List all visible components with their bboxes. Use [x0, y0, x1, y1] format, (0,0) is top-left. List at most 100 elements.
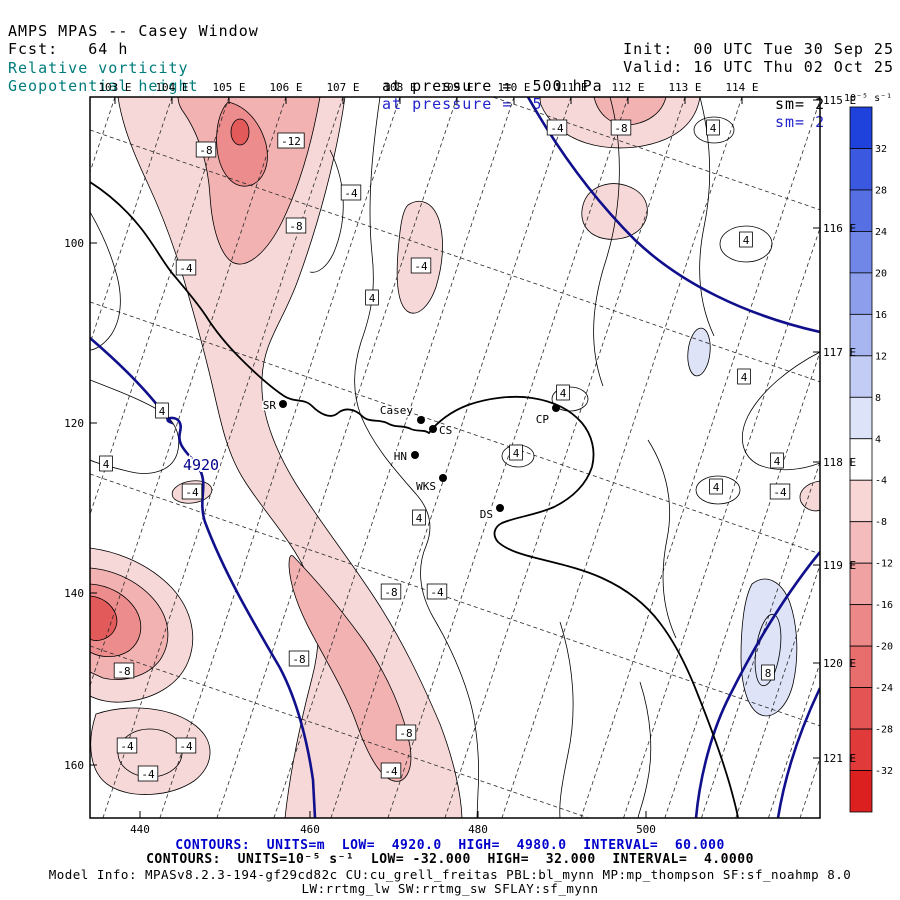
contour-label: -8 [292, 653, 305, 666]
colorbar-tick-label: -28 [875, 725, 893, 736]
height-contours [90, 97, 820, 818]
meridian-line [387, 97, 629, 818]
contour-label-box [610, 119, 632, 136]
contour-label-box [709, 478, 723, 495]
field-1-level: at pressure = 500 hPa [382, 77, 603, 95]
colorbar-tick-label: -4 [875, 476, 887, 487]
station-label: HN [394, 450, 407, 463]
contour-label: 4 [513, 447, 520, 460]
meridian-line [273, 97, 515, 818]
colorbar-cell [849, 272, 873, 315]
meridian-line [664, 350, 820, 818]
top-tick-label: 103 E [98, 81, 131, 94]
station-dot [552, 404, 560, 412]
colorbar-tick-label: 28 [875, 185, 887, 196]
station-label: Casey [380, 404, 413, 417]
contour-label: 4 [741, 371, 748, 384]
vorticity-fill-neg4-rightedge-sliver [799, 480, 820, 512]
contour-label: -4 [141, 768, 155, 781]
meridian-line [444, 97, 686, 818]
contour-label: -4 [773, 486, 787, 499]
contour-label-box [285, 217, 307, 234]
contour-label: 4 [416, 512, 423, 525]
right-axis: 115 E 116 E 117 E 118 E 119 E 120 E 121 E [813, 94, 856, 765]
colorbar-tick-label: -16 [875, 600, 893, 611]
contour-label: -4 [120, 740, 134, 753]
colorbar-tick-label: -20 [875, 642, 893, 653]
contour-label: -4 [414, 260, 428, 273]
init-time: Init: 00 UTC Tue 30 Sep 25 [623, 40, 894, 58]
contour-label-box [365, 289, 379, 306]
top-tick-label: 112 E [611, 81, 644, 94]
contour-label-box [155, 402, 169, 419]
colorbar-tick-label: -24 [875, 683, 893, 694]
vorticity-fill-neg24-leftedge [90, 595, 118, 641]
station-label: CP [536, 413, 550, 426]
contour-label: -8 [384, 586, 397, 599]
left-tick-label: 140 [64, 587, 84, 600]
station-dot [439, 474, 447, 482]
contour-labels: -4 -8 4 -8 -12 -4 -8 -4 -4 4 4 4 4 -4 4 4 4 4 4 -4 4 -8 -4 -8 -8… [99, 119, 791, 782]
contour-label-box [739, 231, 753, 248]
plot-frame [89, 96, 821, 819]
meridian-line [623, 226, 820, 818]
height-contour-line [526, 97, 820, 334]
parallel-line [90, 301, 820, 555]
field-2-name: Geopotential height [8, 77, 199, 95]
height-contour-line-4920 [90, 337, 317, 818]
contour-label-box [737, 368, 751, 385]
vorticity-fill-neg4-bottomleft [90, 707, 211, 795]
meridian-line [330, 97, 572, 818]
contour-label-box [410, 257, 432, 274]
contour-label: -8 [289, 220, 302, 233]
vorticity-contour-line [551, 386, 589, 412]
colorbar-tick-label: -32 [875, 766, 893, 777]
right-tick-label: 119 E [823, 559, 856, 572]
colorbar-tick-label: 32 [875, 144, 887, 155]
contour-label: -8 [117, 665, 130, 678]
vorticity-contour-line [309, 149, 344, 273]
contour-label-box [706, 119, 720, 136]
stations: SR Casey CS CP HN WKS DS [261, 398, 560, 523]
colorbar-cell [849, 355, 873, 398]
coastline [90, 181, 739, 818]
contour-label: 4 [774, 455, 781, 468]
height-contour-labels: 4920 [181, 454, 221, 476]
right-tick-label: 117 E [823, 346, 856, 359]
colorbar-tick-label: 20 [875, 268, 887, 279]
vorticity-contour-line [647, 439, 677, 639]
contour-label: -4 [179, 740, 193, 753]
contour-label-box [426, 583, 448, 600]
left-tick-label: 120 [64, 417, 84, 430]
top-tick-label: 109 E [440, 81, 473, 94]
vorticity-fill-neg4-upperright-blob [581, 183, 648, 240]
top-tick-label: 110 E [497, 81, 530, 94]
vorticity-contour-line [719, 225, 773, 263]
contour-label-box [509, 444, 523, 461]
meridian-line [90, 97, 287, 687]
plot-title: AMPS MPAS -- Casey Window [8, 22, 259, 40]
meridian-line [580, 98, 820, 818]
vorticity-contour-line [90, 379, 180, 474]
contour-label: 4 [743, 234, 750, 247]
parallel-line [90, 473, 820, 727]
colorbar-cell [849, 231, 873, 274]
contour-label-box [175, 259, 197, 276]
vorticity-fill-pos4-right-blob [687, 327, 711, 377]
parallel-line [90, 645, 590, 818]
contour-label: -4 [344, 187, 358, 200]
contour-label-box [769, 483, 791, 500]
top-tick-label: 113 E [668, 81, 701, 94]
station-dot [279, 400, 287, 408]
colorbar-tick-label: -12 [875, 559, 893, 570]
left-tick-label: 100 [64, 237, 84, 250]
top-tick-label: 114 E [725, 81, 758, 94]
vorticity-contour-line [593, 97, 620, 387]
contour-label: 8 [765, 667, 772, 680]
contour-label-box [412, 509, 426, 526]
contour-label: -4 [179, 262, 193, 275]
vorticity-contour-line [559, 621, 574, 818]
meridian-line [102, 97, 344, 818]
vorticity-fill-neg4-center-blob [396, 201, 443, 314]
